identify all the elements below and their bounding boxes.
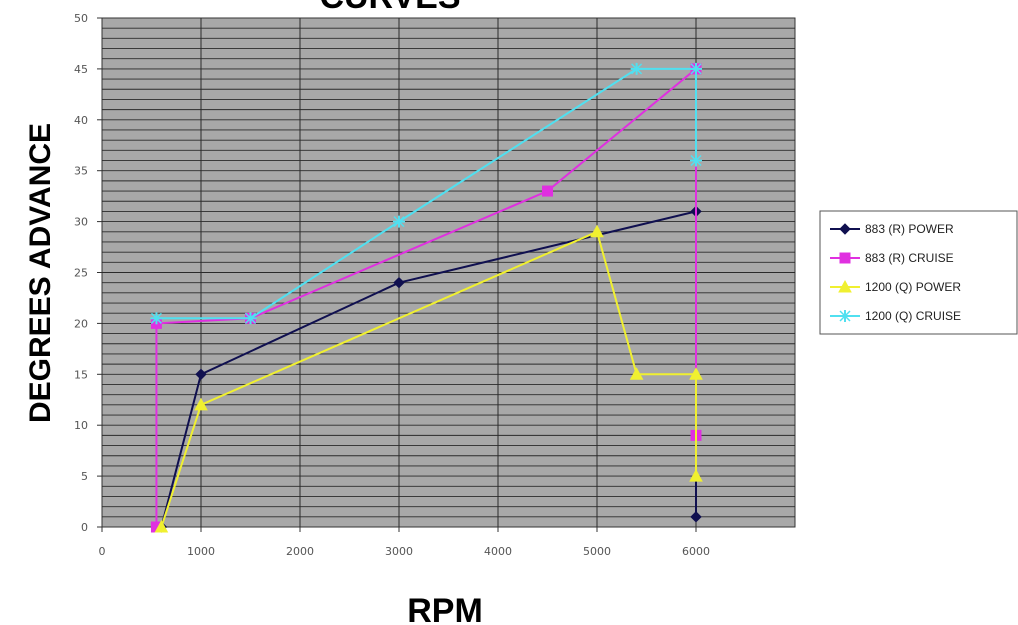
data-point-marker (154, 519, 169, 533)
data-point-marker (590, 224, 604, 238)
y-tick-label: 15 (74, 368, 88, 381)
y-tick-label: 20 (74, 317, 88, 330)
legend-marker (839, 252, 851, 264)
legend-box (819, 210, 1018, 335)
x-tick-label: 1000 (187, 545, 215, 558)
y-tick-label: 5 (81, 470, 88, 483)
y-tick-label: 50 (74, 12, 88, 25)
series-line (156, 67, 697, 320)
legend-marker (839, 223, 851, 235)
series-line (160, 230, 697, 528)
y-axis-label: DEGREES ADVANCE (24, 123, 57, 423)
series-layer (150, 62, 703, 533)
y-tick-labels: 0 5 10 15 20 25 30 35 40 45 50 (74, 12, 102, 534)
legend-item: 1200 (Q) POWER (830, 279, 961, 294)
x-tick-label: 5000 (583, 545, 611, 558)
data-point-marker (194, 397, 208, 411)
data-point-marker (689, 367, 703, 380)
data-point-marker (393, 215, 405, 228)
x-tick-label: 4000 (484, 545, 512, 558)
chart-title: CURVES (319, 0, 460, 16)
y-tick-label: 0 (81, 521, 88, 534)
legend-label: 1200 (Q) CRUISE (865, 309, 961, 323)
x-tick-labels: 0 1000 2000 3000 4000 5000 6000 (99, 527, 710, 558)
x-axis-label: RPM (407, 592, 483, 625)
legend-label: 883 (R) CRUISE (865, 251, 954, 265)
data-point-marker (393, 276, 405, 289)
legend-item: 1200 (Q) CRUISE (830, 309, 961, 323)
x-tick-label: 0 (99, 545, 106, 558)
data-point-marker (542, 185, 553, 197)
data-point-marker (690, 154, 702, 167)
gridlines (102, 18, 795, 527)
legend-item: 883 (R) POWER (830, 222, 954, 236)
y-tick-label: 35 (74, 165, 88, 178)
legend-label: 883 (R) POWER (865, 222, 954, 236)
data-point-marker (690, 62, 702, 75)
y-tick-label: 30 (74, 216, 88, 229)
data-point-marker (689, 469, 703, 482)
series-3 (154, 224, 703, 533)
x-tick-label: 3000 (385, 545, 413, 558)
y-tick-label: 40 (74, 114, 88, 127)
data-point-marker (195, 368, 207, 381)
legend-item: 883 (R) CRUISE (830, 251, 954, 265)
data-point-marker (630, 62, 643, 75)
legend-marker (839, 310, 851, 322)
legend: 883 (R) POWER 883 (R) CRUISE 1200 (Q) POWE… (819, 210, 1018, 335)
data-point-marker (150, 312, 163, 325)
legend-marker (838, 279, 852, 293)
y-tick-label: 10 (74, 419, 88, 432)
data-point-marker (690, 511, 702, 523)
y-tick-label: 25 (74, 267, 88, 280)
legend-label: 1200 (Q) POWER (865, 280, 961, 294)
data-point-marker (244, 312, 257, 325)
data-point-marker (629, 367, 644, 380)
x-tick-label: 6000 (682, 545, 710, 558)
y-tick-label: 45 (74, 63, 88, 76)
series-4 (150, 62, 702, 325)
x-tick-label: 2000 (286, 545, 314, 558)
